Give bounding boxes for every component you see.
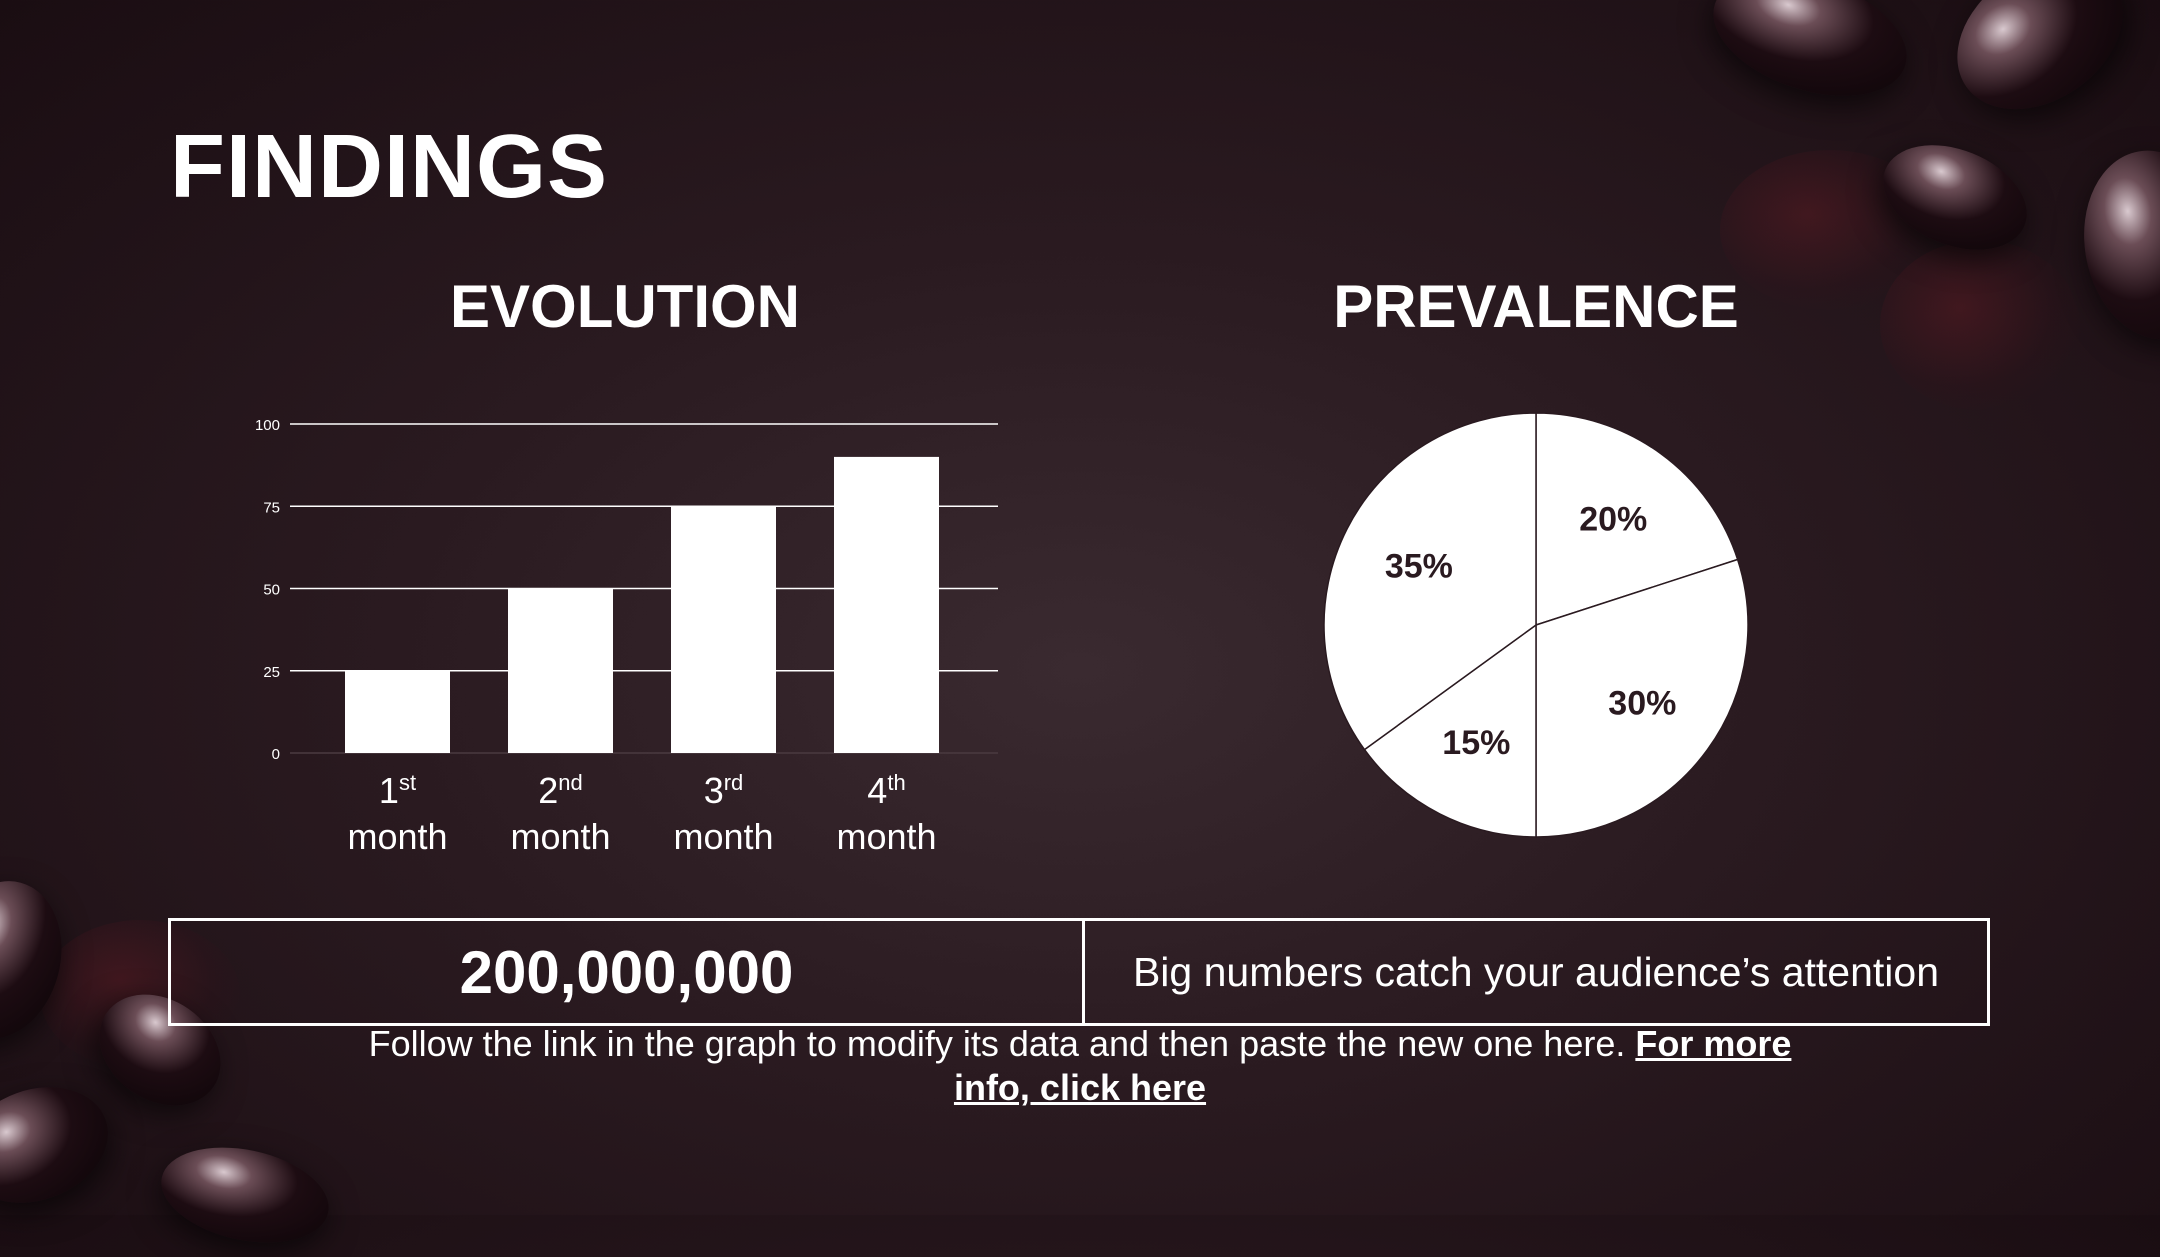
prevalence-pie-chart[interactable]: 20% 30% 15% 35% (0, 0, 1900, 870)
pie-chart-title: PREVALENCE (1333, 273, 1739, 340)
pie-slice-label: 20% (1579, 501, 1647, 539)
y-tick-label: 50 (263, 582, 280, 599)
y-tick-label: 25 (263, 664, 280, 681)
y-tick-label: 100 (255, 417, 280, 434)
big-number: 200,000,000 (171, 921, 1085, 1023)
footnote: Follow the link in the graph to modify i… (330, 1022, 1830, 1110)
x-tick-label: month (347, 816, 447, 857)
x-tick-label: 2nd (538, 770, 583, 811)
decor-cell (152, 1133, 338, 1257)
y-tick-label: 0 (272, 746, 280, 763)
decor-cell-faint (1880, 240, 2080, 410)
bar (508, 588, 613, 753)
stat-box: 200,000,000 Big numbers catch your audie… (168, 918, 1990, 1026)
x-tick-label: 3rd (704, 770, 744, 811)
bar (834, 456, 939, 753)
decor-cell (1928, 0, 2152, 140)
pie-slice (1363, 623, 1537, 838)
footnote-text: Follow the link in the graph to modify i… (368, 1023, 1636, 1064)
pie-slice (1323, 412, 1537, 751)
pie-slice-label: 30% (1608, 684, 1676, 722)
bar-chart-title: EVOLUTION (449, 273, 800, 340)
y-tick-label: 75 (263, 499, 280, 516)
big-number-caption: Big numbers catch your audience’s attent… (1132, 948, 1940, 995)
bar (345, 670, 450, 753)
x-tick-label: month (836, 816, 936, 857)
more-info-link[interactable]: For more info, click here (953, 1023, 1792, 1108)
x-tick-label: month (673, 816, 773, 857)
x-tick-label: 1st (379, 770, 416, 811)
decor-cell (2069, 139, 2160, 351)
pie-slice (1535, 558, 1749, 838)
x-tick-label: 4th (867, 770, 905, 811)
pie-slice (1535, 412, 1739, 627)
page-title: FINDINGS (170, 117, 609, 217)
bar (671, 506, 776, 753)
evolution-bar-chart[interactable]: 0 25 50 75 100 1st month 2nd month 3rd month 4th mon… (0, 0, 1000, 870)
x-tick-label: month (510, 816, 610, 857)
pie-slice-label: 15% (1442, 724, 1510, 762)
decor-cell (0, 1067, 125, 1223)
pie-slice-label: 35% (1385, 547, 1453, 585)
